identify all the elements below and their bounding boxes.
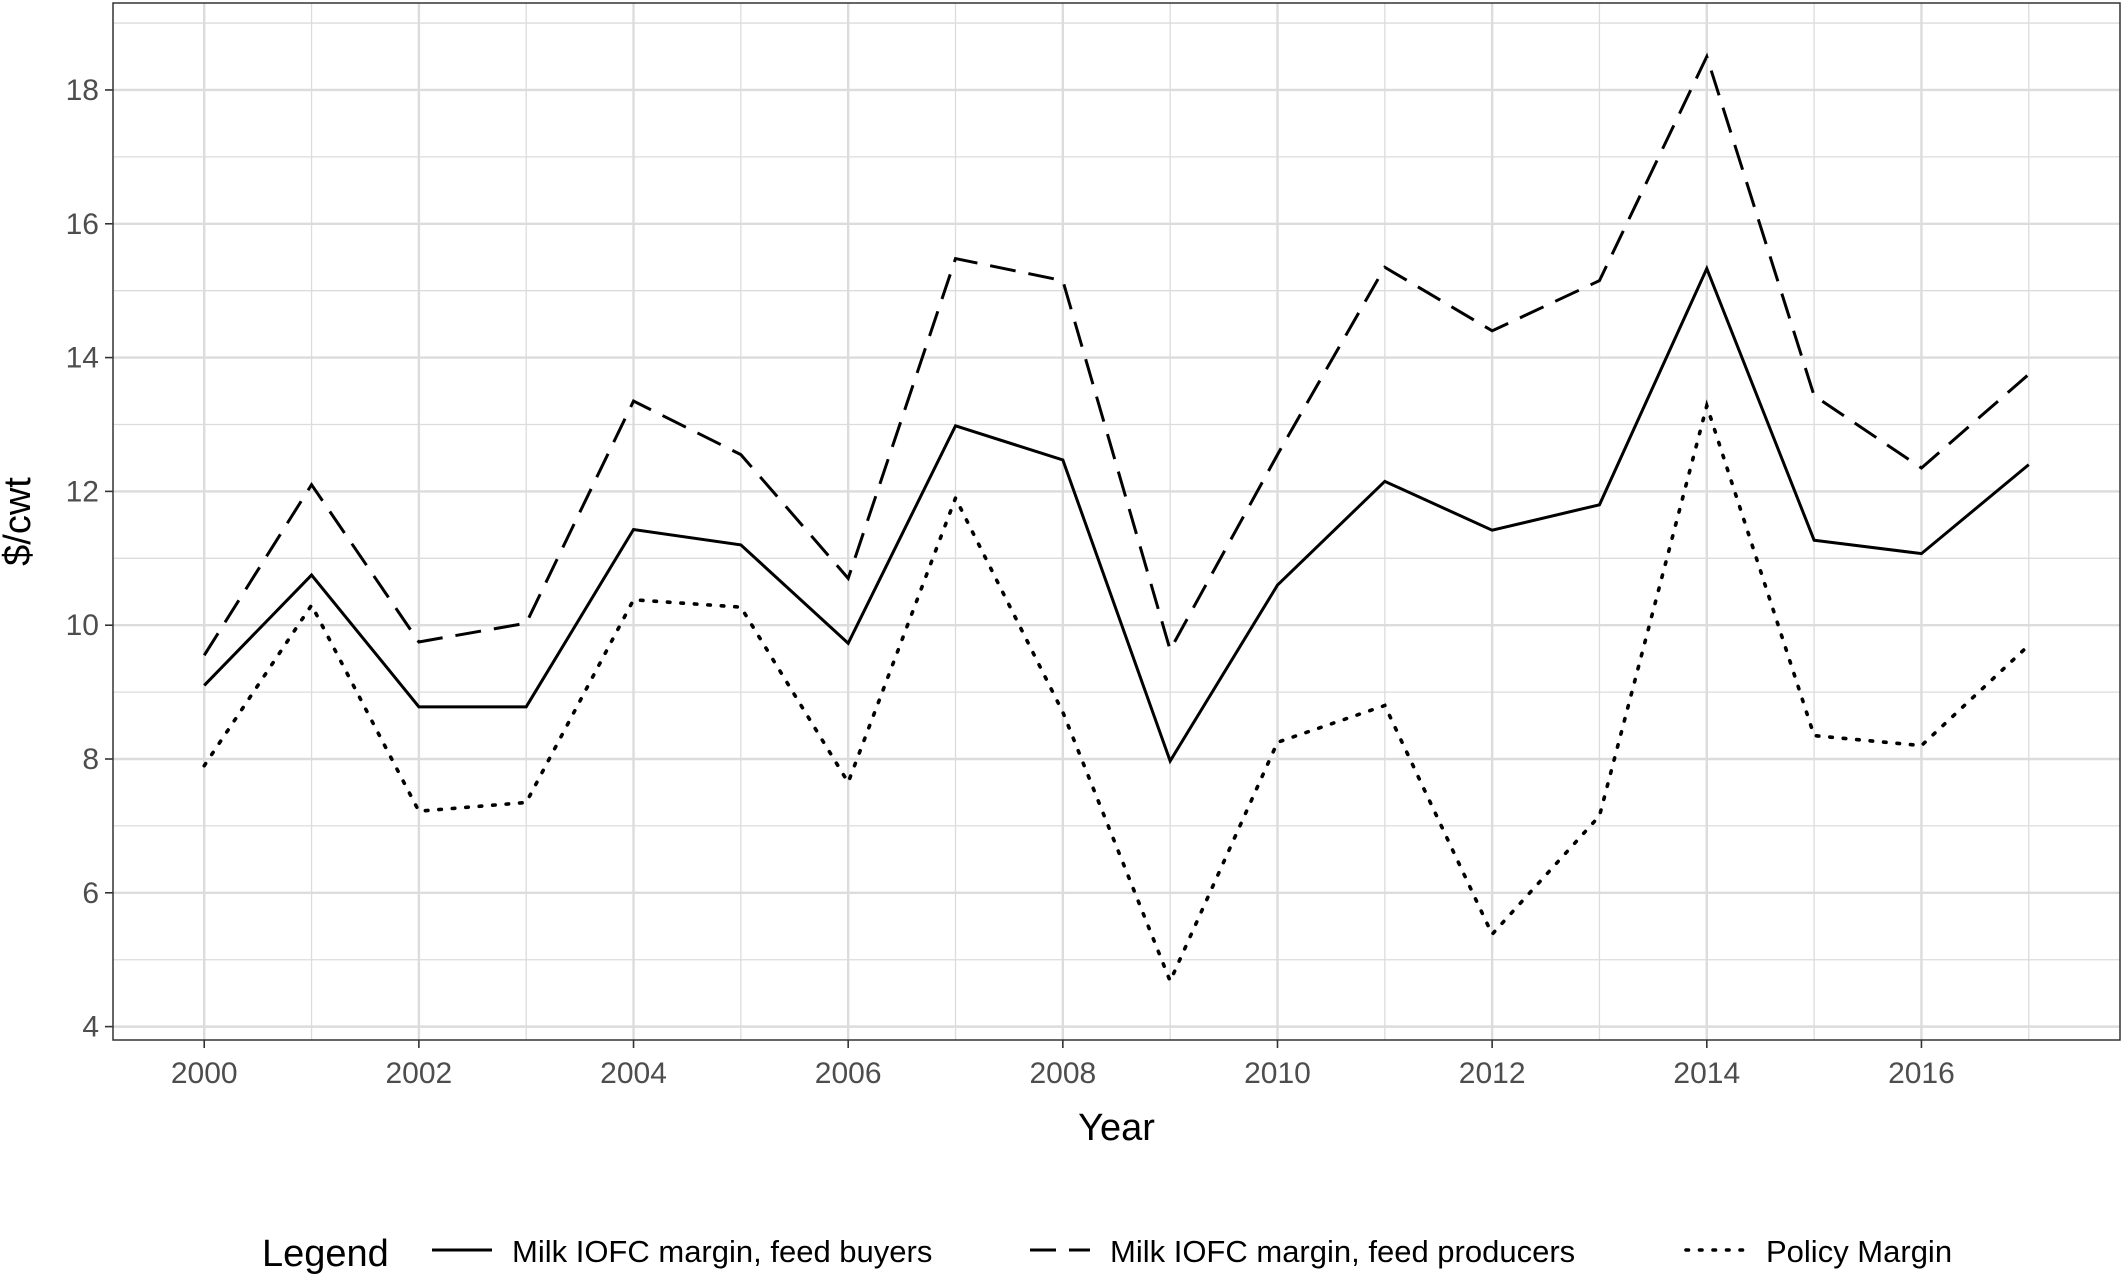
series-line-2 xyxy=(202,52,2030,657)
axis-ticks: 4 6 8 10 12 14 16 18 2000 2002 2004 2006 2008 2010 201… xyxy=(66,74,1955,1090)
legend-label-3: Policy Margin xyxy=(1766,1234,1952,1269)
y-tick-label: 10 xyxy=(66,609,99,642)
x-tick-label: 2010 xyxy=(1244,1057,1311,1090)
legend-title: Legend xyxy=(262,1233,389,1275)
y-tick-label: 14 xyxy=(66,342,99,375)
x-tick-label: 2016 xyxy=(1888,1057,1955,1090)
series-line-1 xyxy=(203,264,2030,765)
x-tick-label: 2000 xyxy=(171,1057,238,1090)
y-axis-title: $/cwt xyxy=(0,477,39,566)
x-tick-label: 2012 xyxy=(1459,1057,1526,1090)
series-lines xyxy=(202,52,2031,986)
series-line-3 xyxy=(202,399,2031,986)
y-tick-label: 18 xyxy=(66,74,99,107)
legend-label-2: Milk IOFC margin, feed producers xyxy=(1110,1234,1575,1269)
x-tick-label: 2002 xyxy=(386,1057,453,1090)
y-tick-label: 12 xyxy=(66,475,99,508)
x-tick-label: 2006 xyxy=(815,1057,882,1090)
grid-lines xyxy=(113,3,2120,1040)
x-tick-label: 2004 xyxy=(600,1057,667,1090)
x-axis-title: Year xyxy=(1078,1107,1155,1149)
y-tick-label: 4 xyxy=(82,1011,99,1044)
y-tick-label: 16 xyxy=(66,208,99,241)
legend-items: Milk IOFC margin, feed buyers Milk IOFC m… xyxy=(432,1234,1952,1269)
y-tick-label: 8 xyxy=(82,743,99,776)
legend-label-1: Milk IOFC margin, feed buyers xyxy=(512,1234,932,1269)
plot-border xyxy=(112,2,2121,1041)
x-tick-label: 2014 xyxy=(1673,1057,1740,1090)
x-tick-label: 2008 xyxy=(1029,1057,1096,1090)
legend: Legend Milk IOFC margin, feed buyers Milk… xyxy=(262,1233,1952,1275)
y-tick-label: 6 xyxy=(82,877,99,910)
